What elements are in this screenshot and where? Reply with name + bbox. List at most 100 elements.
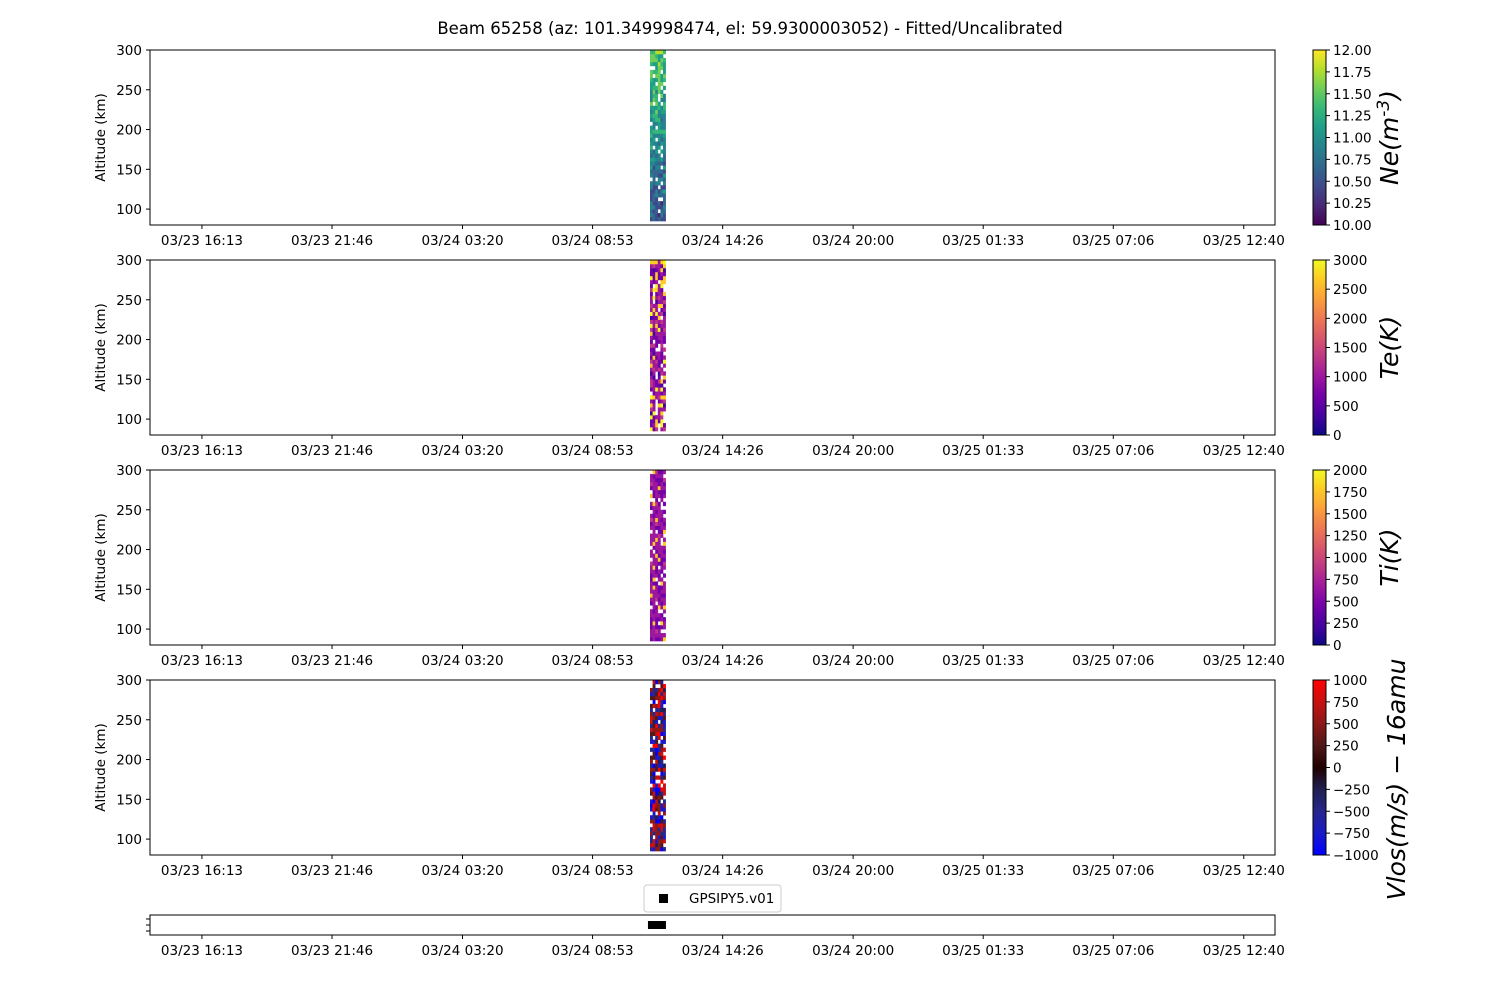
heatmap-cell <box>660 50 664 55</box>
heatmap-cell <box>657 363 661 368</box>
heatmap-cell <box>655 101 659 106</box>
heatmap-cell <box>655 291 659 297</box>
heatmap-cell <box>655 307 659 313</box>
heatmap-cell <box>650 521 653 526</box>
x-tick-label: 03/24 08:53 <box>552 233 634 249</box>
heatmap-cell <box>652 189 656 194</box>
heatmap-cell <box>660 601 664 606</box>
heatmap-cell <box>655 387 659 392</box>
heatmap-cell <box>657 501 661 507</box>
heatmap-cell <box>660 213 664 218</box>
heatmap-cell <box>657 387 661 392</box>
heatmap-cell <box>652 541 656 546</box>
heatmap-cell <box>657 687 661 693</box>
y-tick-label: 200 <box>116 123 142 139</box>
heatmap-cell <box>663 260 666 265</box>
heatmap-cell <box>660 81 664 87</box>
heatmap-cell <box>660 129 664 134</box>
heatmap-cell <box>650 323 653 328</box>
heatmap-cell <box>660 827 664 832</box>
heatmap-cell <box>655 719 659 725</box>
heatmap-cell <box>660 719 664 725</box>
heatmap-cell <box>650 565 653 570</box>
heatmap-cell <box>652 533 656 538</box>
heatmap-cell <box>655 489 659 495</box>
colorbar-tick-label: 2500 <box>1333 282 1367 298</box>
heatmap-cell <box>660 791 664 796</box>
heatmap-cell <box>663 501 666 507</box>
heatmap-cell <box>650 311 653 316</box>
heatmap-cell <box>663 633 666 638</box>
heatmap-cell <box>657 577 661 582</box>
heatmap-cell <box>657 707 661 713</box>
heatmap-cell <box>652 743 656 748</box>
heatmap-cell <box>655 621 659 626</box>
heatmap-cell <box>650 719 653 725</box>
colorbar-label: Te(K) <box>1375 316 1404 379</box>
heatmap-cell <box>650 815 653 820</box>
heatmap-cell <box>655 61 659 67</box>
heatmap-cell <box>650 727 653 733</box>
colorbar-tick-label: −500 <box>1333 804 1370 820</box>
heatmap-cell <box>655 533 659 538</box>
heatmap-cell <box>652 267 656 273</box>
heatmap-cell <box>652 209 656 214</box>
heatmap-cell <box>652 481 656 487</box>
heatmap-cell <box>657 680 661 685</box>
heatmap-cell <box>655 355 659 360</box>
heatmap-cell <box>663 335 666 340</box>
x-tick-label: 03/23 21:46 <box>291 943 373 959</box>
heatmap-cell <box>660 680 664 685</box>
heatmap-cell <box>657 617 661 622</box>
heatmap-cell <box>657 493 661 499</box>
heatmap-cell <box>652 69 656 75</box>
heatmap-cell <box>657 731 661 736</box>
heatmap-cell <box>650 371 653 376</box>
heatmap-cell <box>652 787 656 792</box>
heatmap-cell <box>650 113 653 118</box>
x-tick-label: 03/24 14:26 <box>682 653 764 669</box>
heatmap-cell <box>657 287 661 293</box>
heatmap-cell <box>652 109 656 114</box>
heatmap-cell <box>652 53 656 59</box>
heatmap-cell <box>657 311 661 316</box>
heatmap-cell <box>652 577 656 582</box>
y-tick-label: 300 <box>116 253 142 269</box>
colorbar-tick-label: 1250 <box>1333 529 1367 545</box>
heatmap-cell <box>652 77 656 83</box>
heatmap-cell <box>660 209 664 214</box>
heatmap-cell <box>657 715 661 721</box>
heatmap-cell <box>650 213 653 218</box>
heatmap-cell <box>655 513 659 519</box>
heatmap-cell <box>652 217 656 222</box>
heatmap-cell <box>663 137 666 142</box>
heatmap-cell <box>663 783 666 788</box>
heatmap-cell <box>655 565 659 570</box>
heatmap-cell <box>650 791 653 796</box>
heatmap-cell <box>650 427 653 432</box>
heatmap-cell <box>650 411 653 416</box>
heatmap-cell <box>663 125 666 130</box>
x-tick-label: 03/25 12:40 <box>1203 443 1285 459</box>
heatmap-cell <box>652 767 656 772</box>
heatmap-cell <box>657 383 661 388</box>
heatmap-cell <box>657 819 661 824</box>
heatmap-cell <box>657 481 661 487</box>
heatmap-cell <box>650 799 653 804</box>
heatmap-cell <box>663 201 666 206</box>
heatmap-cell <box>652 699 656 705</box>
heatmap-cell <box>663 157 666 162</box>
panel-te: 100 150 200 250 300 Altitude (km) 03/23 16:13 0… <box>93 253 1404 459</box>
heatmap-cell <box>663 727 666 733</box>
heatmap-cell <box>652 375 656 380</box>
heatmap-cell <box>650 53 653 59</box>
heatmap-cell <box>657 129 661 134</box>
heatmap-cell <box>663 755 666 760</box>
heatmap-cell <box>657 351 661 356</box>
heatmap-cell <box>657 525 661 530</box>
heatmap-cell <box>657 573 661 578</box>
y-tick-label: 150 <box>116 162 142 178</box>
heatmap-cell <box>652 839 656 844</box>
heatmap-cell <box>660 561 664 566</box>
heatmap-cell <box>660 93 664 99</box>
